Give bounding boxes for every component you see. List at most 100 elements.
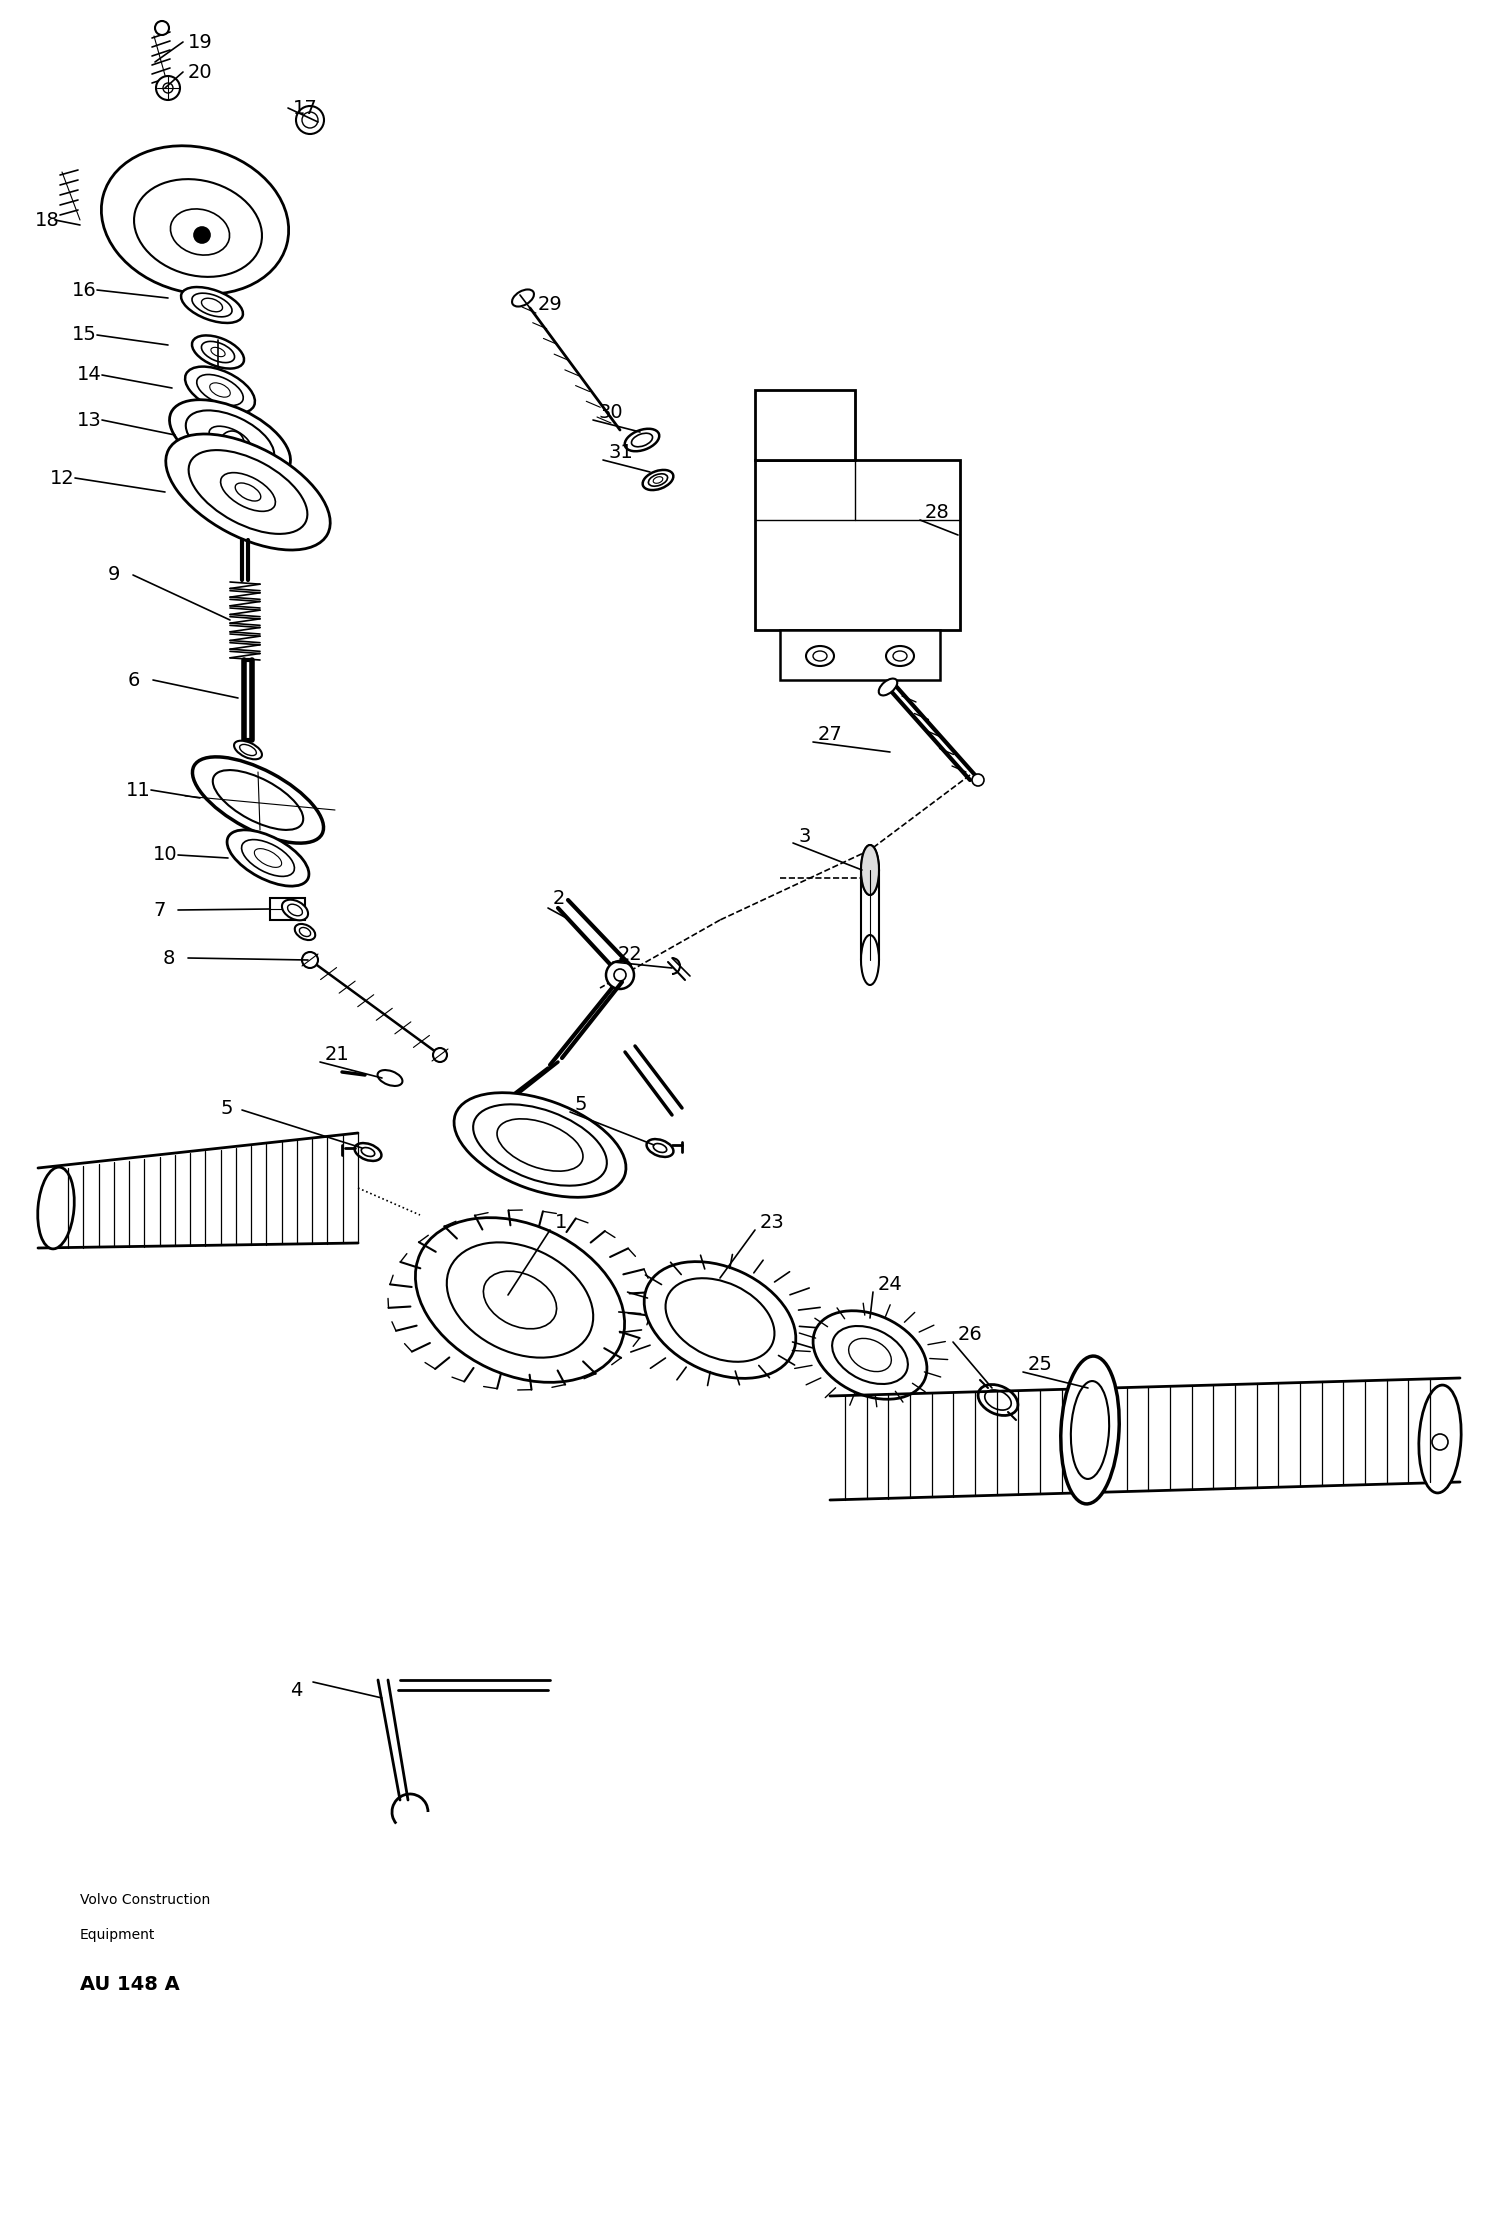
Ellipse shape <box>484 1270 556 1328</box>
Circle shape <box>613 968 625 982</box>
Text: 23: 23 <box>760 1213 785 1230</box>
Ellipse shape <box>240 744 256 755</box>
Ellipse shape <box>806 646 833 666</box>
Ellipse shape <box>978 1384 1017 1415</box>
Ellipse shape <box>211 346 225 358</box>
Ellipse shape <box>134 180 262 278</box>
Circle shape <box>228 438 237 449</box>
Ellipse shape <box>643 1262 796 1379</box>
Ellipse shape <box>212 771 303 831</box>
Ellipse shape <box>631 433 653 446</box>
Text: 5: 5 <box>220 1099 232 1117</box>
Circle shape <box>157 76 179 100</box>
Polygon shape <box>755 391 854 460</box>
Ellipse shape <box>191 293 232 318</box>
Ellipse shape <box>653 478 663 484</box>
Text: 7: 7 <box>154 900 166 919</box>
Text: 19: 19 <box>188 33 212 51</box>
Text: 4: 4 <box>289 1681 303 1699</box>
Ellipse shape <box>625 429 659 451</box>
Text: Volvo Construction: Volvo Construction <box>80 1892 211 1908</box>
Ellipse shape <box>648 473 668 486</box>
Ellipse shape <box>984 1390 1011 1410</box>
Circle shape <box>1432 1435 1448 1450</box>
Text: 28: 28 <box>925 504 949 522</box>
Text: 9: 9 <box>109 566 121 584</box>
Ellipse shape <box>288 904 303 915</box>
Ellipse shape <box>185 366 255 413</box>
Ellipse shape <box>1418 1386 1462 1493</box>
Ellipse shape <box>228 831 309 886</box>
Ellipse shape <box>170 209 229 255</box>
Polygon shape <box>781 631 940 680</box>
Text: 21: 21 <box>326 1046 350 1064</box>
Text: 20: 20 <box>188 62 212 82</box>
Text: 13: 13 <box>77 411 102 429</box>
Ellipse shape <box>197 375 243 406</box>
Ellipse shape <box>812 651 827 662</box>
Ellipse shape <box>860 935 879 984</box>
Ellipse shape <box>185 411 274 469</box>
Ellipse shape <box>879 680 897 695</box>
Text: 10: 10 <box>154 846 178 864</box>
Text: 22: 22 <box>618 946 643 964</box>
Ellipse shape <box>860 844 879 895</box>
Circle shape <box>295 107 324 133</box>
Text: 25: 25 <box>1028 1355 1053 1375</box>
Text: 18: 18 <box>35 211 60 229</box>
Ellipse shape <box>1071 1381 1109 1479</box>
Ellipse shape <box>38 1166 74 1248</box>
Text: 14: 14 <box>77 366 102 384</box>
Ellipse shape <box>653 1144 666 1153</box>
Text: 8: 8 <box>163 948 175 968</box>
Text: 26: 26 <box>958 1326 983 1344</box>
Text: 15: 15 <box>72 326 96 344</box>
Circle shape <box>433 1048 448 1062</box>
Ellipse shape <box>473 1104 607 1186</box>
Ellipse shape <box>234 742 262 760</box>
Ellipse shape <box>666 1279 775 1361</box>
Circle shape <box>194 227 209 242</box>
Text: 6: 6 <box>128 671 140 689</box>
Ellipse shape <box>282 900 307 919</box>
Text: 29: 29 <box>538 295 562 315</box>
Ellipse shape <box>647 1139 674 1157</box>
Ellipse shape <box>188 451 307 533</box>
Ellipse shape <box>202 298 223 311</box>
Text: 17: 17 <box>292 98 318 118</box>
Circle shape <box>220 431 244 455</box>
Ellipse shape <box>894 651 907 662</box>
Circle shape <box>972 773 984 786</box>
Ellipse shape <box>832 1326 907 1384</box>
Circle shape <box>301 111 318 129</box>
Ellipse shape <box>255 848 282 868</box>
Ellipse shape <box>209 382 231 398</box>
Text: 30: 30 <box>598 404 622 422</box>
Polygon shape <box>755 460 960 631</box>
Text: 31: 31 <box>607 444 633 462</box>
Ellipse shape <box>241 840 294 877</box>
Ellipse shape <box>454 1093 625 1197</box>
Text: 16: 16 <box>72 280 96 300</box>
Text: 3: 3 <box>799 826 811 846</box>
Text: 27: 27 <box>818 726 842 744</box>
Circle shape <box>163 82 173 93</box>
Text: 12: 12 <box>50 469 75 486</box>
Ellipse shape <box>354 1144 381 1162</box>
Circle shape <box>606 962 634 988</box>
Text: 24: 24 <box>879 1275 903 1295</box>
Text: 11: 11 <box>127 780 151 800</box>
Ellipse shape <box>642 471 674 491</box>
Text: 2: 2 <box>553 888 565 908</box>
Text: 5: 5 <box>576 1095 588 1115</box>
Ellipse shape <box>166 433 330 551</box>
Ellipse shape <box>446 1242 594 1357</box>
Text: AU 148 A: AU 148 A <box>80 1974 179 1994</box>
Ellipse shape <box>191 335 244 369</box>
Ellipse shape <box>169 400 291 480</box>
Ellipse shape <box>181 287 243 322</box>
Ellipse shape <box>362 1148 375 1157</box>
Ellipse shape <box>220 473 276 511</box>
Text: Equipment: Equipment <box>80 1928 155 1941</box>
Ellipse shape <box>512 289 533 306</box>
